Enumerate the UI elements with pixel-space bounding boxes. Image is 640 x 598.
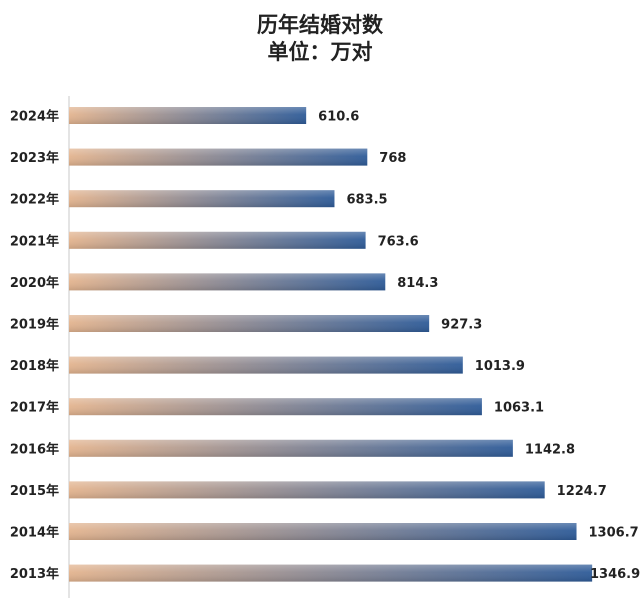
category-label: 2013年 bbox=[10, 566, 59, 582]
bar-shading bbox=[69, 231, 366, 249]
bar-shading bbox=[69, 481, 545, 499]
category-label: 2024年 bbox=[10, 109, 59, 125]
bar-shading bbox=[69, 523, 577, 540]
value-label: 763.6 bbox=[378, 234, 419, 249]
value-label: 683.5 bbox=[346, 193, 387, 208]
category-label: 2015年 bbox=[10, 483, 59, 499]
category-label: 2021年 bbox=[10, 233, 59, 249]
bar-shading bbox=[69, 190, 335, 208]
bar-shading bbox=[69, 148, 368, 166]
category-label: 2014年 bbox=[10, 525, 59, 541]
bar-shading bbox=[69, 439, 513, 457]
bar-shading bbox=[69, 564, 593, 582]
category-label: 2023年 bbox=[10, 150, 59, 166]
category-label: 2022年 bbox=[10, 192, 59, 208]
bar-shading bbox=[69, 315, 430, 332]
value-label: 1063.1 bbox=[494, 401, 544, 416]
value-label: 927.3 bbox=[441, 318, 482, 333]
value-label: 1346.9 bbox=[590, 567, 640, 582]
chart-title: 历年结婚对数 bbox=[257, 13, 383, 37]
value-label: 1224.7 bbox=[557, 484, 607, 499]
category-label: 2017年 bbox=[10, 400, 59, 416]
chart-subtitle: 单位：万对 bbox=[267, 40, 373, 64]
bar-shading bbox=[69, 398, 482, 416]
value-label: 1306.7 bbox=[589, 526, 639, 541]
category-label: 2019年 bbox=[10, 317, 59, 333]
bar-shading bbox=[69, 356, 463, 374]
category-label: 2020年 bbox=[10, 275, 59, 291]
category-label: 2018年 bbox=[10, 358, 59, 374]
category-label: 2016年 bbox=[10, 441, 59, 457]
value-label: 1013.9 bbox=[475, 359, 525, 374]
bar-shading bbox=[69, 107, 307, 124]
value-label: 1142.8 bbox=[525, 442, 575, 457]
value-label: 768 bbox=[379, 151, 406, 166]
value-label: 610.6 bbox=[318, 110, 359, 125]
bar-shading bbox=[69, 273, 386, 291]
value-label: 814.3 bbox=[397, 276, 438, 291]
